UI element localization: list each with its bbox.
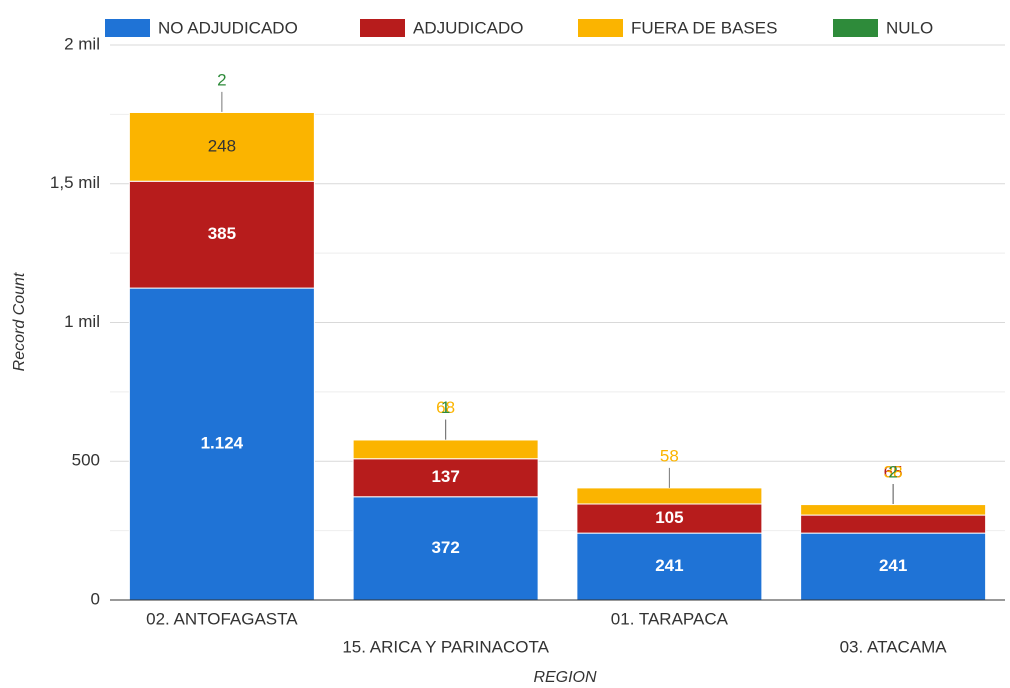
data-label: 105 <box>655 508 683 527</box>
data-label: 58 <box>660 446 679 465</box>
x-axis-title: REGION <box>533 669 597 686</box>
bar-segment <box>128 180 315 289</box>
bar-segment <box>800 514 987 534</box>
data-label: 2 <box>217 70 226 89</box>
data-label: 2 <box>888 462 897 481</box>
x-tick-label: 15. ARICA Y PARINACOTA <box>342 637 549 656</box>
bar-segment <box>576 487 763 505</box>
y-axis-title: Record Count <box>11 272 28 371</box>
y-tick-label: 0 <box>91 589 100 608</box>
bar-segment <box>128 111 315 182</box>
bar-segment <box>128 111 315 113</box>
bar-segment <box>352 458 539 498</box>
legend-swatch <box>578 19 623 37</box>
data-label: 372 <box>431 538 459 557</box>
x-tick-label: 01. TARAPACA <box>611 609 729 628</box>
bar-segment <box>576 503 763 534</box>
y-tick-label: 1 mil <box>64 312 100 331</box>
bar-segment <box>352 439 539 460</box>
data-label: 1 <box>441 398 450 417</box>
legend-label: NULO <box>886 18 933 37</box>
data-label: 137 <box>431 467 459 486</box>
legend-label: FUERA DE BASES <box>631 18 777 37</box>
data-label: 68 <box>436 398 455 417</box>
x-tick-label: 02. ANTOFAGASTA <box>146 609 298 628</box>
data-label: 65 <box>884 462 903 481</box>
y-tick-label: 500 <box>72 451 100 470</box>
legend-swatch <box>105 19 150 37</box>
bar-segment <box>800 532 987 601</box>
bar-segment <box>576 532 763 601</box>
legend-swatch <box>360 19 405 37</box>
y-tick-label: 1,5 mil <box>50 173 100 192</box>
data-label: 38 <box>884 462 903 481</box>
data-label: 385 <box>208 224 236 243</box>
data-label: 241 <box>879 556 907 575</box>
legend-swatch <box>833 19 878 37</box>
y-tick-label: 2 mil <box>64 34 100 53</box>
data-label: 1.124 <box>201 434 244 453</box>
data-label: 248 <box>208 136 236 155</box>
data-label: 241 <box>655 556 683 575</box>
legend-label: ADJUDICADO <box>413 18 524 37</box>
bar-segment <box>800 504 987 516</box>
x-tick-label: 03. ATACAMA <box>840 637 948 656</box>
bar-segment <box>128 287 315 601</box>
bar-segment <box>800 503 987 506</box>
bar-segment <box>352 496 539 601</box>
legend-label: NO ADJUDICADO <box>158 18 298 37</box>
